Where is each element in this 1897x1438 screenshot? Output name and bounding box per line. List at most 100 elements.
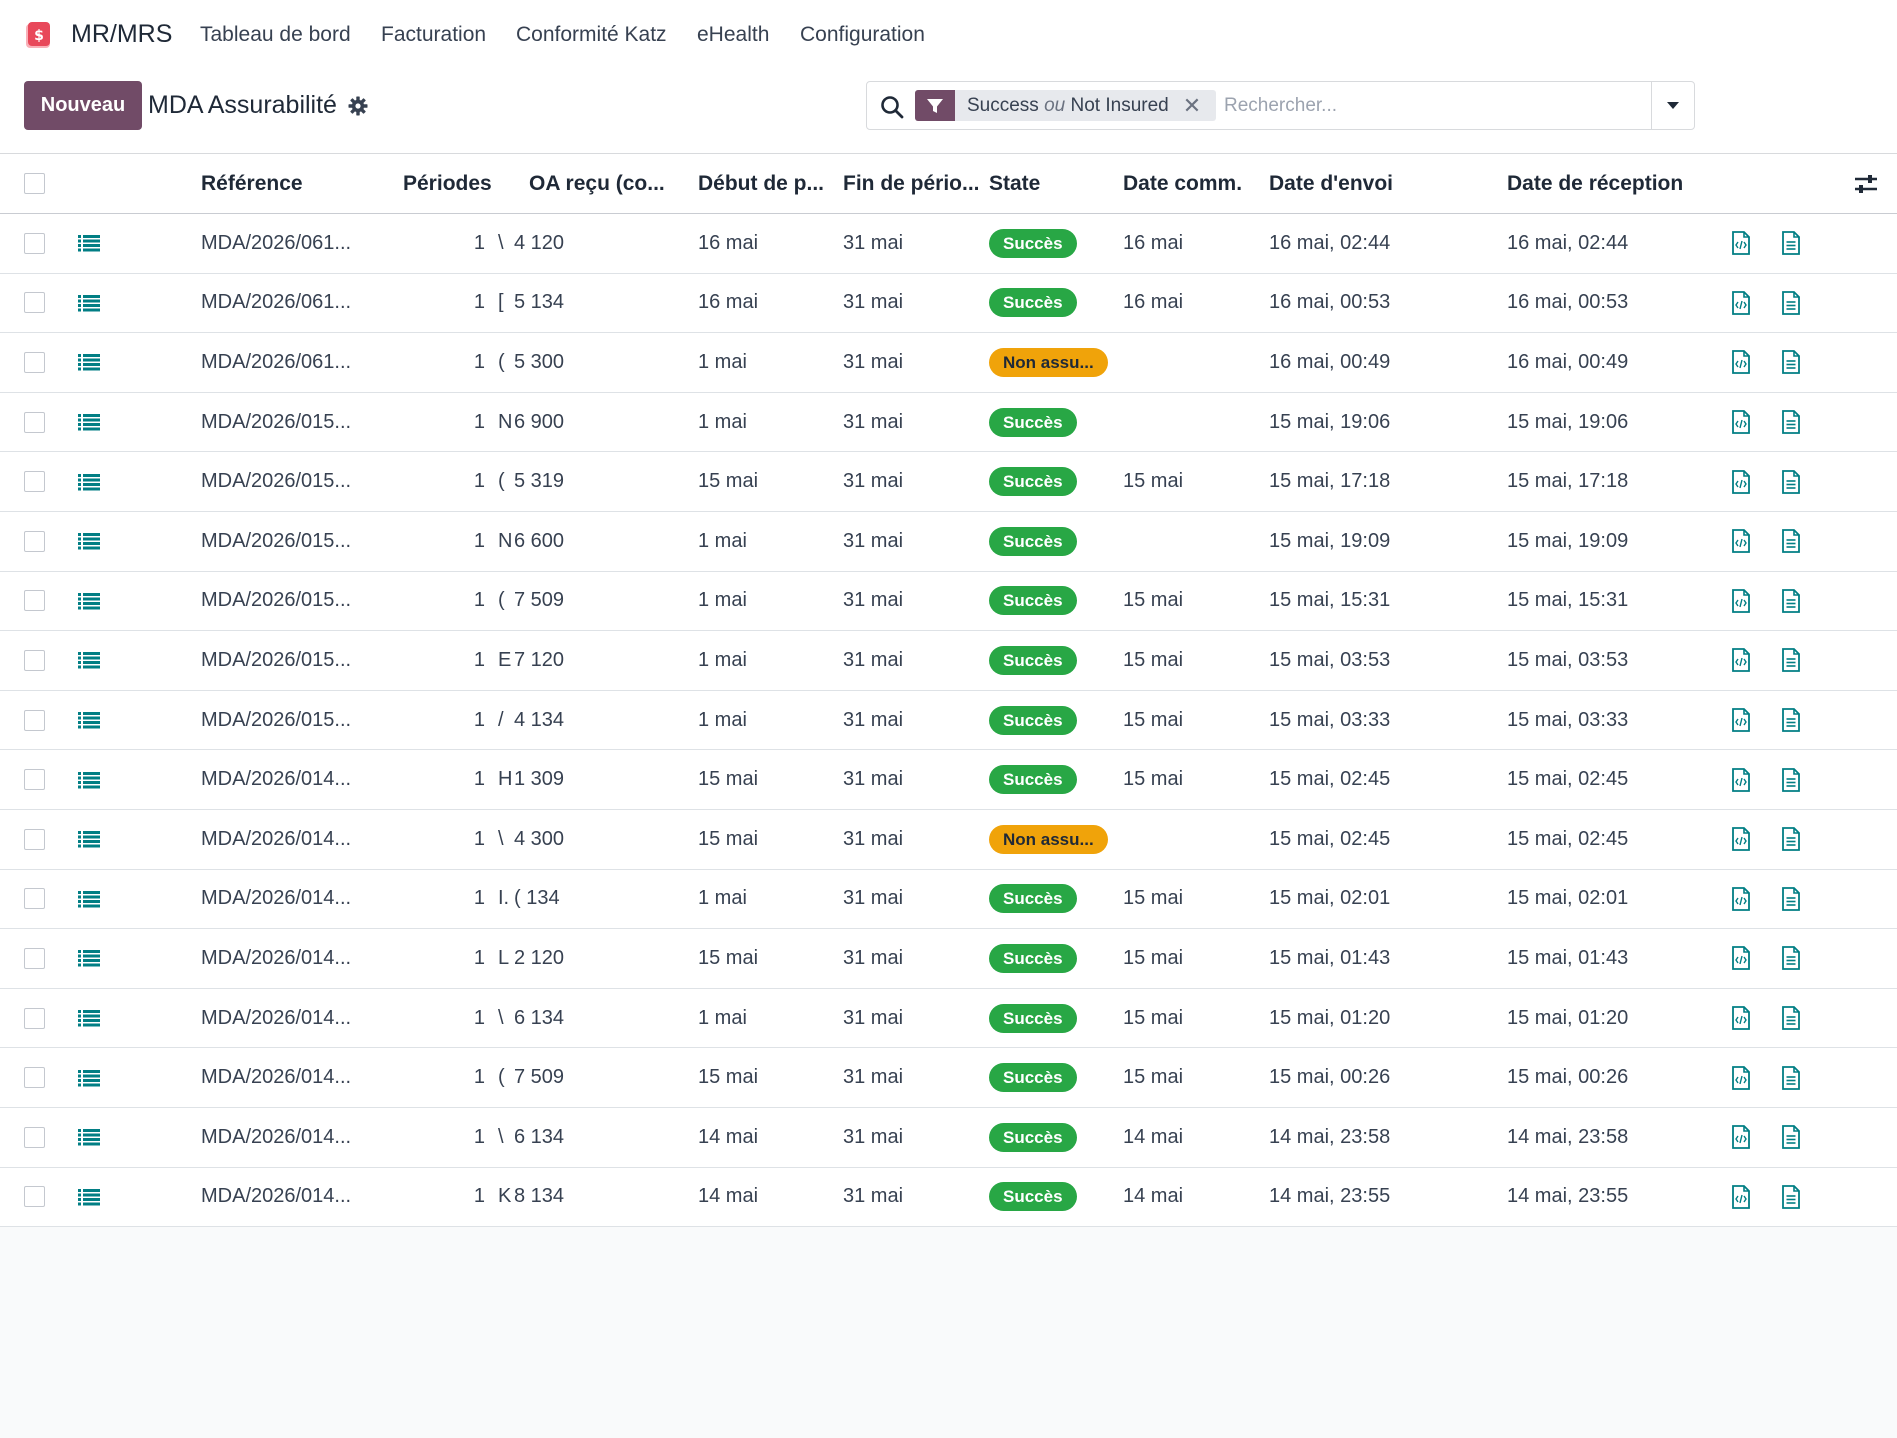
column-state[interactable]: State [989, 171, 1041, 195]
nav-item-billing[interactable]: Facturation [381, 23, 487, 46]
app-logo-icon[interactable]: $ [24, 20, 54, 50]
xml-file-icon[interactable] [1731, 452, 1753, 511]
row-checkbox[interactable] [24, 649, 45, 671]
xml-file-icon[interactable] [1731, 691, 1753, 750]
column-reference[interactable]: Référence [201, 171, 303, 195]
column-comm-date[interactable]: Date comm. [1123, 171, 1243, 195]
table-row[interactable]: MDA/2026/015... 1 N 6 900 1 mai 31 mai Succès 1… [0, 392, 1897, 453]
nav-item-configuration[interactable]: Configuration [800, 23, 925, 46]
xml-file-icon[interactable] [1731, 810, 1753, 869]
column-oa-received[interactable]: OA reçu (co... [529, 171, 665, 195]
row-checkbox[interactable] [24, 351, 45, 373]
xml-file-icon[interactable] [1731, 929, 1753, 988]
row-checkbox[interactable] [24, 530, 45, 552]
column-received-date[interactable]: Date de réception [1507, 171, 1684, 195]
xml-file-icon[interactable] [1731, 1168, 1753, 1227]
table-row[interactable]: MDA/2026/014... 1 \ 6 134 14 mai 31 mai Succès… [0, 1107, 1897, 1168]
table-row[interactable]: MDA/2026/014... 1 H 1 309 15 mai 31 mai Succès… [0, 750, 1897, 810]
list-icon[interactable] [78, 452, 102, 511]
list-icon[interactable] [78, 572, 102, 631]
document-icon[interactable] [1781, 1168, 1803, 1227]
table-row[interactable]: MDA/2026/014... 1 \ 4 300 15 mai 31 mai Non as… [0, 809, 1897, 870]
document-icon[interactable] [1781, 1048, 1803, 1107]
document-icon[interactable] [1781, 750, 1803, 809]
table-row[interactable]: MDA/2026/015... 1 (7 509 1 mai 31 mai Succès 1… [0, 571, 1897, 632]
list-icon[interactable] [78, 810, 102, 869]
table-row[interactable]: MDA/2026/014... 1 K 8 134 14 mai 31 mai Succès… [0, 1167, 1897, 1228]
document-icon[interactable] [1781, 810, 1803, 869]
document-icon[interactable] [1781, 393, 1803, 452]
row-checkbox[interactable] [24, 828, 45, 850]
list-icon[interactable] [78, 1168, 102, 1227]
column-start[interactable]: Début de p... [698, 171, 824, 195]
gear-icon[interactable] [348, 96, 368, 116]
xml-file-icon[interactable] [1731, 631, 1753, 690]
table-row[interactable]: MDA/2026/061... 1 \ 4 120 16 mai 31 mai Succès… [0, 214, 1897, 274]
xml-file-icon[interactable] [1731, 572, 1753, 631]
list-icon[interactable] [78, 929, 102, 988]
row-checkbox[interactable] [24, 411, 45, 433]
column-periods[interactable]: Périodes [403, 171, 492, 195]
search-input[interactable] [1222, 90, 1642, 121]
nav-item-ehealth[interactable]: eHealth [697, 23, 770, 46]
document-icon[interactable] [1781, 512, 1803, 571]
column-end[interactable]: Fin de pério... [843, 171, 978, 195]
document-icon[interactable] [1781, 691, 1803, 750]
xml-file-icon[interactable] [1731, 989, 1753, 1048]
list-icon[interactable] [78, 333, 102, 392]
table-row[interactable]: MDA/2026/015... 1 E 7 120 1 mai 31 mai Succès 1… [0, 631, 1897, 691]
close-icon[interactable]: ✕ [1182, 92, 1202, 118]
xml-file-icon[interactable] [1731, 393, 1753, 452]
list-icon[interactable] [78, 691, 102, 750]
xml-file-icon[interactable] [1731, 274, 1753, 333]
row-checkbox[interactable] [24, 471, 45, 493]
list-icon[interactable] [78, 750, 102, 809]
xml-file-icon[interactable] [1731, 333, 1753, 392]
column-sent-date[interactable]: Date d'envoi [1269, 171, 1394, 195]
document-icon[interactable] [1781, 333, 1803, 392]
xml-file-icon[interactable] [1731, 750, 1753, 809]
app-name[interactable]: MR/MRS [71, 20, 173, 48]
row-checkbox[interactable] [24, 947, 45, 969]
search-options-toggle[interactable] [1651, 82, 1694, 129]
document-icon[interactable] [1781, 214, 1803, 273]
row-checkbox[interactable] [24, 1067, 45, 1089]
table-row[interactable]: MDA/2026/014... 1 L 2 120 15 mai 31 mai Succès… [0, 929, 1897, 989]
list-icon[interactable] [78, 512, 102, 571]
row-checkbox[interactable] [24, 709, 45, 731]
nav-item-katz-compliance[interactable]: Conformité Katz [516, 23, 667, 46]
new-button[interactable]: Nouveau [24, 81, 142, 130]
table-row[interactable]: MDA/2026/061... 1 (5 300 1 mai 31 mai Non ass… [0, 333, 1897, 393]
row-checkbox[interactable] [24, 590, 45, 612]
list-icon[interactable] [78, 274, 102, 333]
row-checkbox[interactable] [24, 888, 45, 910]
row-checkbox[interactable] [24, 769, 45, 791]
search-icon[interactable] [879, 94, 905, 120]
list-icon[interactable] [78, 870, 102, 929]
nav-item-dashboard[interactable]: Tableau de bord [200, 23, 351, 46]
list-icon[interactable] [78, 989, 102, 1048]
row-checkbox[interactable] [24, 1126, 45, 1148]
document-icon[interactable] [1781, 1108, 1803, 1167]
document-icon[interactable] [1781, 989, 1803, 1048]
row-checkbox[interactable] [24, 1007, 45, 1029]
document-icon[interactable] [1781, 631, 1803, 690]
document-icon[interactable] [1781, 929, 1803, 988]
select-all-checkbox[interactable] [24, 173, 45, 194]
list-icon[interactable] [78, 1048, 102, 1107]
xml-file-icon[interactable] [1731, 214, 1753, 273]
xml-file-icon[interactable] [1731, 1108, 1753, 1167]
table-row[interactable]: MDA/2026/061... 1 [5 134 16 mai 31 mai Succès… [0, 273, 1897, 334]
table-row[interactable]: MDA/2026/015... 1 N 6 600 1 mai 31 mai Succès 1… [0, 511, 1897, 572]
document-icon[interactable] [1781, 870, 1803, 929]
list-icon[interactable] [78, 631, 102, 690]
row-checkbox[interactable] [24, 232, 45, 254]
optional-columns-toggle[interactable] [1854, 154, 1880, 213]
row-checkbox[interactable] [24, 1186, 45, 1208]
table-row[interactable]: MDA/2026/014... 1 (7 509 15 mai 31 mai Succès… [0, 1048, 1897, 1108]
document-icon[interactable] [1781, 274, 1803, 333]
row-checkbox[interactable] [24, 292, 45, 314]
table-row[interactable]: MDA/2026/014... 1 I.( 134 1 mai 31 mai Succès… [0, 869, 1897, 930]
table-row[interactable]: MDA/2026/014... 1 \ 6 134 1 mai 31 mai Succès 1… [0, 988, 1897, 1049]
list-icon[interactable] [78, 393, 102, 452]
